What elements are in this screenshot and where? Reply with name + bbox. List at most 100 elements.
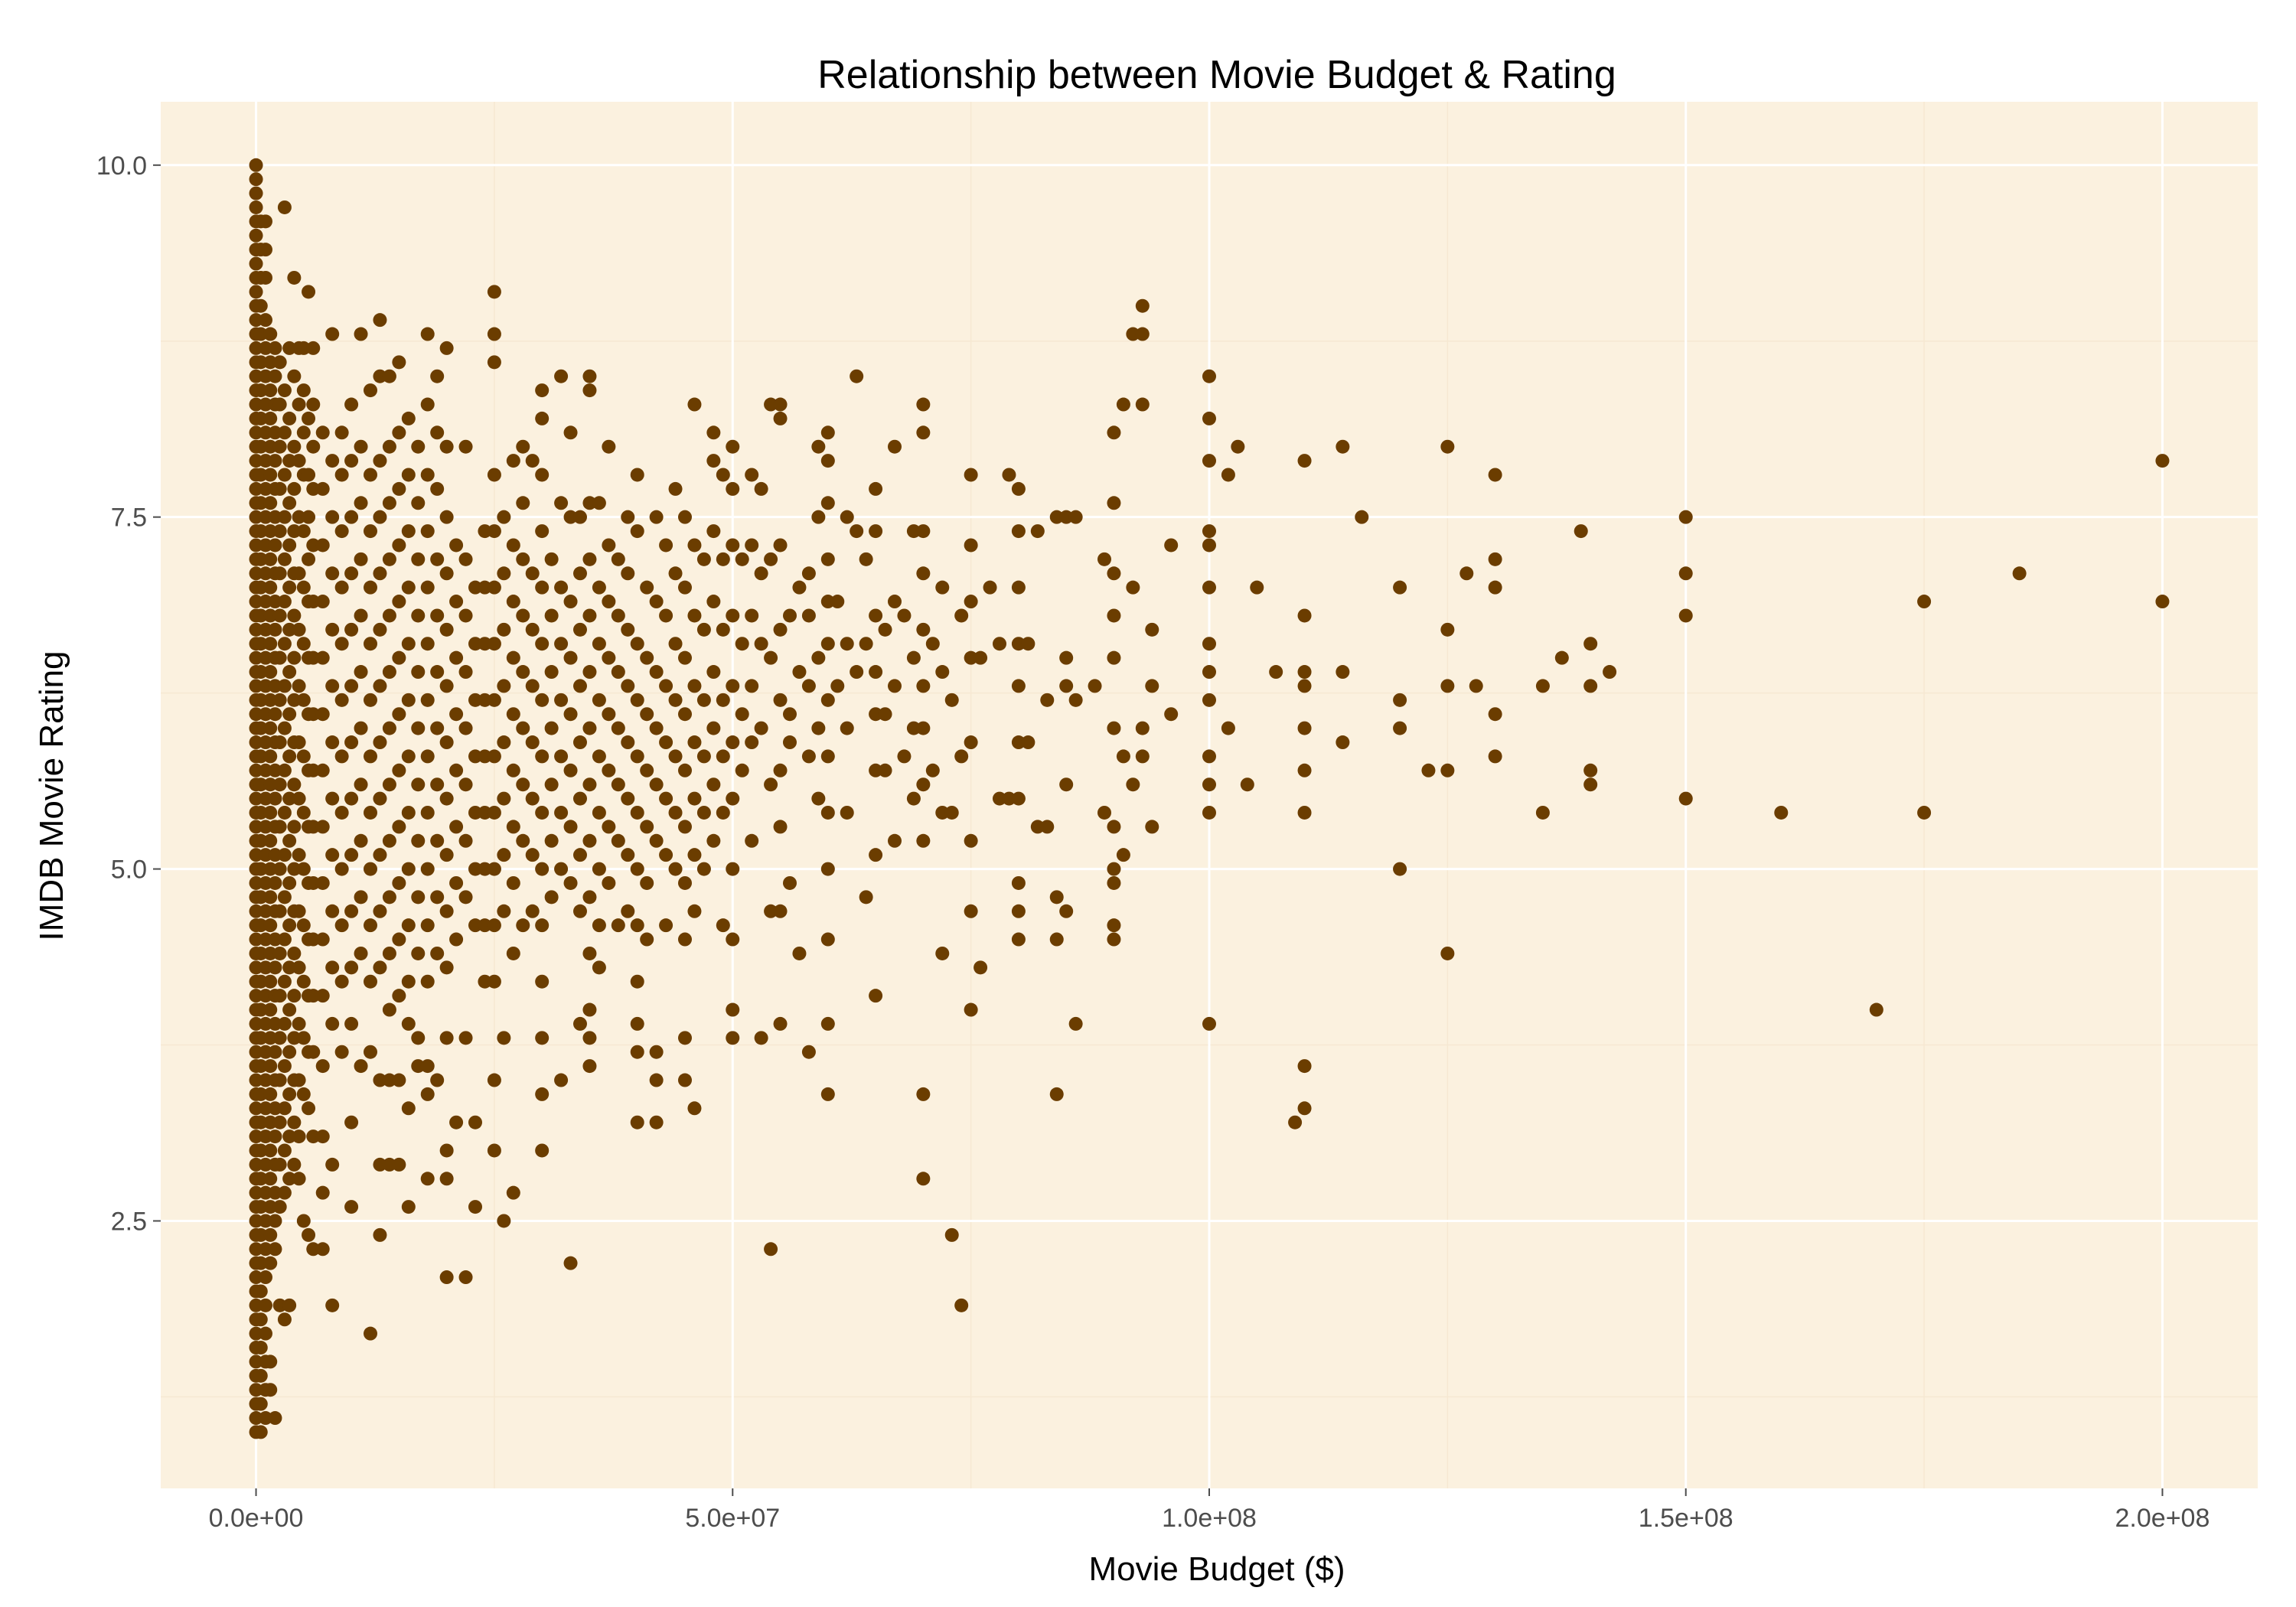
data-point xyxy=(277,383,292,398)
data-point xyxy=(535,749,550,764)
data-point xyxy=(535,1031,550,1045)
data-point xyxy=(439,510,454,524)
data-point xyxy=(354,721,368,735)
data-point xyxy=(249,1326,263,1341)
data-point xyxy=(268,425,282,440)
data-point xyxy=(249,369,263,383)
data-point xyxy=(439,622,454,637)
data-point xyxy=(282,918,297,933)
data-point xyxy=(401,749,416,764)
data-point xyxy=(253,1425,268,1439)
data-point xyxy=(544,833,559,848)
data-point xyxy=(263,749,278,764)
data-point xyxy=(706,665,721,680)
data-point xyxy=(487,1073,501,1087)
data-point xyxy=(506,650,520,665)
data-point xyxy=(253,862,268,876)
data-point xyxy=(668,805,683,820)
data-point xyxy=(525,454,540,468)
data-point xyxy=(263,693,278,707)
data-point xyxy=(964,595,978,609)
data-point xyxy=(1145,679,1159,693)
data-point xyxy=(401,524,416,539)
data-point xyxy=(1488,580,1502,595)
data-point xyxy=(611,721,625,735)
data-point xyxy=(325,791,340,806)
data-point xyxy=(334,918,349,933)
data-point xyxy=(306,763,321,777)
data-point xyxy=(268,1185,282,1200)
data-point xyxy=(869,665,883,680)
data-point xyxy=(506,595,520,609)
data-point xyxy=(726,862,740,876)
data-point xyxy=(253,1143,268,1158)
data-point xyxy=(1202,749,1216,764)
data-point xyxy=(535,1143,550,1158)
data-point xyxy=(497,679,511,693)
data-point xyxy=(249,397,263,412)
data-point xyxy=(382,777,396,792)
data-point xyxy=(468,693,482,707)
data-point xyxy=(1097,552,1111,566)
data-point xyxy=(302,1101,316,1116)
data-point xyxy=(783,875,797,890)
data-point xyxy=(1678,791,1693,806)
data-point xyxy=(1917,595,1932,609)
data-point xyxy=(1097,805,1111,820)
data-point xyxy=(296,637,311,651)
data-point xyxy=(272,693,287,707)
data-point xyxy=(1202,693,1216,707)
data-point xyxy=(282,454,297,468)
data-point xyxy=(773,820,788,834)
data-point xyxy=(906,791,921,806)
data-point xyxy=(344,397,359,412)
data-point xyxy=(1011,679,1026,693)
data-point xyxy=(2155,595,2170,609)
data-point xyxy=(354,1059,368,1074)
data-point xyxy=(287,481,302,496)
data-point xyxy=(706,833,721,848)
data-point xyxy=(525,848,540,862)
data-point xyxy=(1107,608,1121,623)
data-point xyxy=(582,1031,597,1045)
data-point xyxy=(1002,791,1016,806)
data-point xyxy=(292,1129,306,1144)
data-point xyxy=(974,960,988,975)
data-point xyxy=(249,1411,263,1426)
data-point xyxy=(449,538,464,553)
data-point xyxy=(449,875,464,890)
data-point xyxy=(1049,1087,1064,1101)
data-point xyxy=(554,693,569,707)
data-point xyxy=(964,1002,978,1017)
data-point xyxy=(373,848,387,862)
data-point xyxy=(630,637,644,651)
data-point xyxy=(621,848,635,862)
data-point xyxy=(554,496,569,510)
data-point xyxy=(497,1031,511,1045)
data-point xyxy=(745,735,759,750)
data-point xyxy=(582,496,597,510)
data-point xyxy=(401,637,416,651)
data-point xyxy=(325,454,340,468)
data-point xyxy=(364,918,377,933)
data-point xyxy=(630,974,644,989)
data-point xyxy=(411,833,426,848)
data-point xyxy=(249,904,263,918)
data-point xyxy=(249,735,263,750)
data-point xyxy=(344,679,359,693)
data-point xyxy=(668,862,683,876)
data-points xyxy=(249,158,2170,1439)
data-point xyxy=(916,622,931,637)
data-point xyxy=(535,918,550,933)
data-point xyxy=(1336,439,1350,454)
data-point xyxy=(268,763,282,777)
data-point xyxy=(249,285,263,299)
data-point xyxy=(344,510,359,524)
data-point xyxy=(302,285,316,299)
data-point xyxy=(263,974,278,989)
data-point xyxy=(259,1326,272,1341)
data-point xyxy=(592,805,606,820)
data-point xyxy=(801,749,816,764)
data-point xyxy=(315,595,330,609)
data-point xyxy=(745,833,759,848)
